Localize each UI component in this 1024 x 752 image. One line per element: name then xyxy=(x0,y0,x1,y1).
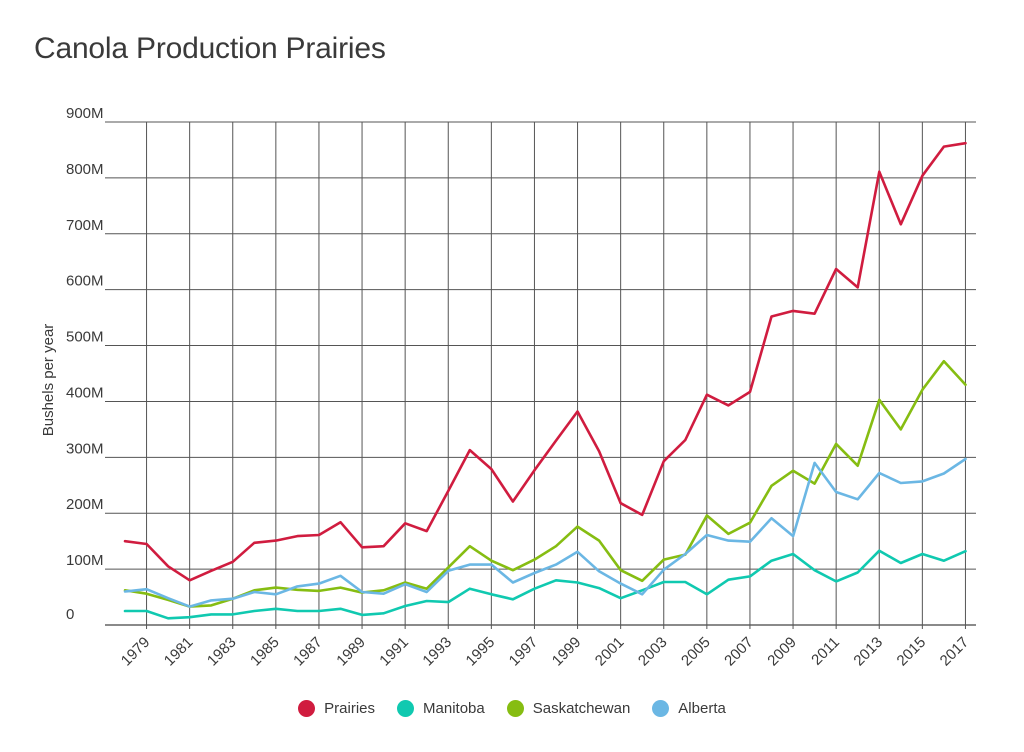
legend-item-prairies: Prairies xyxy=(298,700,375,717)
chart-canvas: 0 100M 200M 300M 400M 500M 600M 700M 800M 900M 19… xyxy=(40,105,976,670)
legend-swatch xyxy=(506,700,524,717)
y-tick-label: 500M xyxy=(66,329,104,346)
y-tick-label: 600M xyxy=(66,273,104,290)
legend-label: Saskatchewan xyxy=(532,700,631,717)
series-line-prairies xyxy=(123,141,967,582)
x-tick-label: 1989 xyxy=(333,634,369,670)
x-tick-label: 2001 xyxy=(592,634,628,670)
x-tick-label: 1991 xyxy=(376,634,412,670)
legend: Prairies Manitoba Saskatchewan Alberta xyxy=(0,700,1024,717)
x-tick-label: 2015 xyxy=(894,634,930,670)
y-tick-label: 700M xyxy=(66,217,104,234)
x-tick-label: 1983 xyxy=(204,634,240,670)
legend-swatch xyxy=(298,700,316,717)
x-tick-label: 2007 xyxy=(721,634,757,670)
y-tick-label: 100M xyxy=(66,552,104,569)
series-lines xyxy=(123,141,967,620)
x-tick-label: 2017 xyxy=(937,634,973,670)
x-tick-label: 2013 xyxy=(850,634,886,670)
x-tick-label: 1997 xyxy=(506,634,542,670)
x-axis-ticks: 1979 1981 1983 1985 1987 1989 1991 1993 1995 1997… xyxy=(118,634,973,670)
x-tick-label: 1981 xyxy=(161,634,197,670)
legend-item-alberta: Alberta xyxy=(652,700,726,717)
legend-item-saskatchewan: Saskatchewan xyxy=(506,700,631,717)
x-tick-label: 1987 xyxy=(290,634,326,670)
y-axis-ticks: 0 100M 200M 300M 400M 500M 600M 700M 800M 900M xyxy=(66,105,104,623)
legend-label: Prairies xyxy=(324,700,376,717)
legend-swatch xyxy=(397,700,415,717)
y-tick-label: 200M xyxy=(66,496,104,513)
x-tick-label: 1995 xyxy=(463,634,499,670)
x-tick-label: 2003 xyxy=(635,634,671,670)
chart-title: Canola Production Prairies xyxy=(34,32,386,65)
x-tick-label: 1979 xyxy=(118,634,154,670)
y-tick-label: 0 xyxy=(66,606,74,623)
y-tick-label: 300M xyxy=(66,440,104,457)
series-line-alberta xyxy=(123,457,967,608)
legend-label: Alberta xyxy=(678,700,726,717)
y-tick-label: 400M xyxy=(66,384,104,401)
legend-swatch xyxy=(652,700,670,717)
x-tick-label: 2011 xyxy=(808,634,843,669)
x-tick-label: 1985 xyxy=(247,634,283,670)
x-tick-label: 2009 xyxy=(764,634,800,670)
legend-item-manitoba: Manitoba xyxy=(397,700,485,717)
y-axis-label: Bushels per year xyxy=(40,324,57,437)
grid xyxy=(105,121,976,629)
series-line-manitoba xyxy=(123,549,967,620)
legend-label: Manitoba xyxy=(423,700,485,717)
series-line-saskatchewan xyxy=(123,359,967,608)
x-tick-label: 2005 xyxy=(678,634,714,670)
y-tick-label: 900M xyxy=(66,105,104,122)
x-tick-label: 1993 xyxy=(419,634,455,670)
x-tick-label: 1999 xyxy=(549,634,585,670)
y-tick-label: 800M xyxy=(66,161,104,178)
